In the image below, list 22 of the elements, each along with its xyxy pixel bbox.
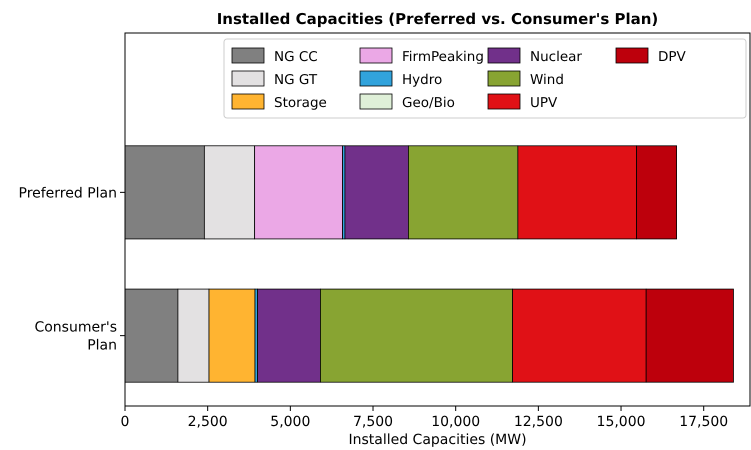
legend-label: UPV (530, 95, 558, 111)
x-tick-label: 0 (120, 414, 130, 430)
x-tick-label: 10,000 (431, 414, 480, 430)
legend-label: FirmPeaking (402, 49, 484, 65)
x-tick-label: 17,500 (679, 414, 728, 430)
x-axis-title: Installed Capacities (MW) (348, 432, 527, 448)
y-tick-label: Preferred Plan (18, 185, 117, 202)
y-tick-label: Consumer's Plan (34, 320, 117, 354)
x-tick-label: 5,000 (270, 414, 310, 430)
x-tick-label: 7,500 (352, 414, 394, 430)
legend-label: Wind (530, 72, 564, 88)
chart-title: Installed Capacities (Preferred vs. Consumer's Plan) (216, 10, 658, 28)
x-tick-label: 12,500 (514, 414, 563, 430)
legend-label: NG CC (274, 49, 318, 65)
x-tick-label: 15,000 (596, 414, 646, 430)
x-tick-label: 2,500 (188, 414, 228, 430)
legend-label: Hydro (402, 72, 442, 88)
legend-label: DPV (658, 49, 687, 65)
legend-label: Geo/Bio (402, 95, 455, 111)
legend-label: Nuclear (530, 49, 582, 65)
legend-label: Storage (274, 95, 327, 111)
legend-label: NG GT (274, 72, 318, 88)
